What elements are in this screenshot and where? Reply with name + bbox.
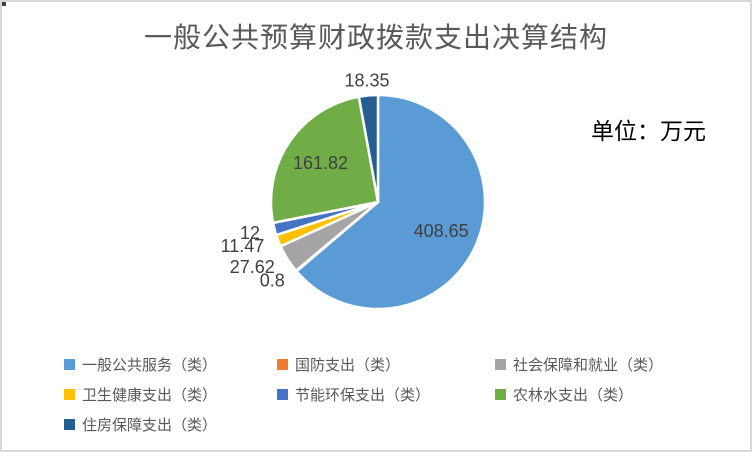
legend-swatch-icon <box>277 358 288 370</box>
legend-item-7: 住房保障支出（类） <box>64 414 277 435</box>
pie-slice-7 <box>357 93 380 204</box>
data-label-7: 18.35 <box>344 71 389 91</box>
legend-label: 节能环保支出（类） <box>295 386 431 404</box>
legend-item-1: 一般公共服务（类） <box>64 354 277 375</box>
pie-slice-1 <box>295 93 487 311</box>
data-label-5: 12 <box>240 223 260 243</box>
legend-item-4: 卫生健康支出（类） <box>64 384 277 405</box>
legend-swatch-icon <box>64 388 75 400</box>
data-label-6: 161.82 <box>293 153 348 173</box>
corner-artifact <box>2 2 6 6</box>
pie-slice-6 <box>269 95 380 225</box>
legend-swatch-icon <box>495 358 506 370</box>
legend-item-2: 国防支出（类） <box>277 354 495 375</box>
legend-label: 社会保障和就业（类） <box>513 356 664 374</box>
legend-swatch-icon <box>277 388 288 400</box>
legend-swatch-icon <box>64 418 75 430</box>
chart-title: 一般公共预算财政拨款支出决算结构 <box>143 22 608 53</box>
legend-item-5: 节能环保支出（类） <box>277 384 495 405</box>
legend-label: 一般公共服务（类） <box>82 356 218 374</box>
legend-label: 卫生健康支出（类） <box>82 386 218 404</box>
legend-swatch-icon <box>495 388 506 400</box>
legend-item-6: 农林水支出（类） <box>495 384 663 405</box>
data-label-1: 408.65 <box>414 221 469 241</box>
data-label-2: 0.8 <box>260 271 285 291</box>
legend-item-3: 社会保障和就业（类） <box>495 354 663 375</box>
data-label-4: 11.47 <box>221 236 265 256</box>
legend-label: 农林水支出（类） <box>513 386 634 404</box>
legend-label: 住房保障支出（类） <box>82 416 218 434</box>
data-label-3: 27.62 <box>230 257 275 277</box>
legend-swatch-icon <box>64 358 75 370</box>
unit-label: 单位：万元 <box>591 118 706 144</box>
legend: 一般公共服务（类） 国防支出（类） 社会保障和就业（类） 卫生健康支出（类） 节能环保支… <box>64 349 663 439</box>
legend-label: 国防支出（类） <box>295 356 401 374</box>
